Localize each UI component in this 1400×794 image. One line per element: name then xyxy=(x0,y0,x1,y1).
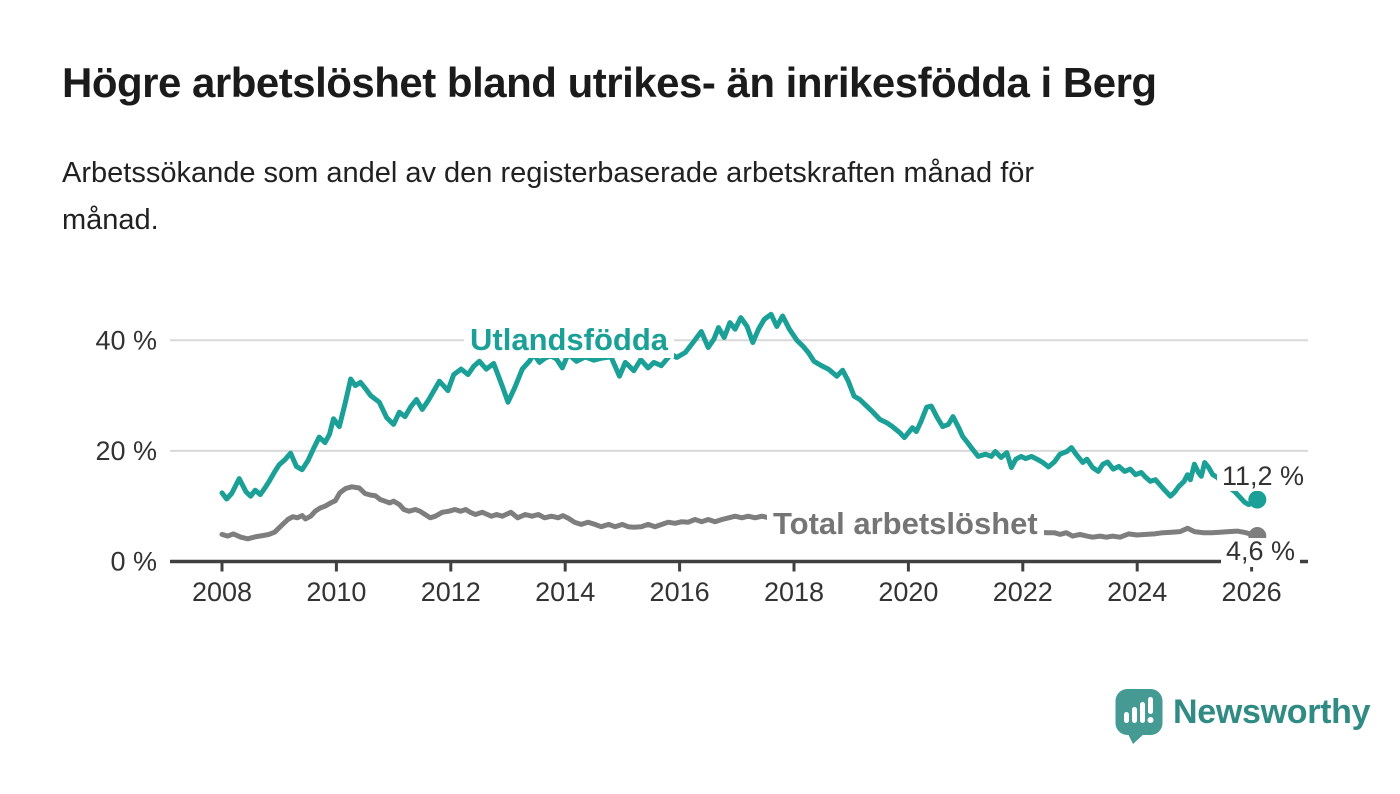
newsworthy-wordmark: Newsworthy xyxy=(1173,693,1371,731)
y-tick-label-0: 0 % xyxy=(110,547,157,577)
x-tick-label-2012: 2012 xyxy=(421,577,481,607)
chart-subtitle: Arbetssökande som andel av den registerb… xyxy=(62,150,1282,244)
newsworthy-logo: Newsworthy xyxy=(1115,688,1371,746)
page-title: Högre arbetslöshet bland utrikes- än inr… xyxy=(62,59,1157,106)
x-tick-label-2018: 2018 xyxy=(764,577,824,607)
series-line-utlandsf-dda xyxy=(219,311,1260,507)
end-value-label-total: 4,6 % xyxy=(1221,538,1301,567)
x-tick-label-2026: 2026 xyxy=(1222,577,1282,607)
end-value-label-utlandsfodda: 11,2 % xyxy=(1217,461,1310,491)
newsworthy-icon xyxy=(1115,689,1163,744)
x-tick-label-2010: 2010 xyxy=(306,577,366,607)
series-line-total-arbetsl-shet xyxy=(219,484,1260,542)
x-tick-label-2014: 2014 xyxy=(535,577,595,607)
series-end-dot-utlandsf-dda xyxy=(1248,490,1267,509)
y-tick-label-40: 40 % xyxy=(95,325,157,355)
series-label-total-arbetsloshet: Total arbetslöshet xyxy=(767,505,1044,542)
subtitle-line-2: månad. xyxy=(62,204,159,236)
x-tick-label-2020: 2020 xyxy=(878,577,938,607)
x-tick-label-2016: 2016 xyxy=(650,577,710,607)
x-tick-label-2024: 2024 xyxy=(1107,577,1167,607)
y-tick-label-20: 20 % xyxy=(95,436,157,466)
x-tick-label-2022: 2022 xyxy=(993,577,1053,607)
x-tick-label-2008: 2008 xyxy=(192,577,252,607)
subtitle-line-1: Arbetssökande som andel av den registerb… xyxy=(62,157,1035,189)
series-label-utlandsfodda: Utlandsfödda xyxy=(464,321,675,358)
